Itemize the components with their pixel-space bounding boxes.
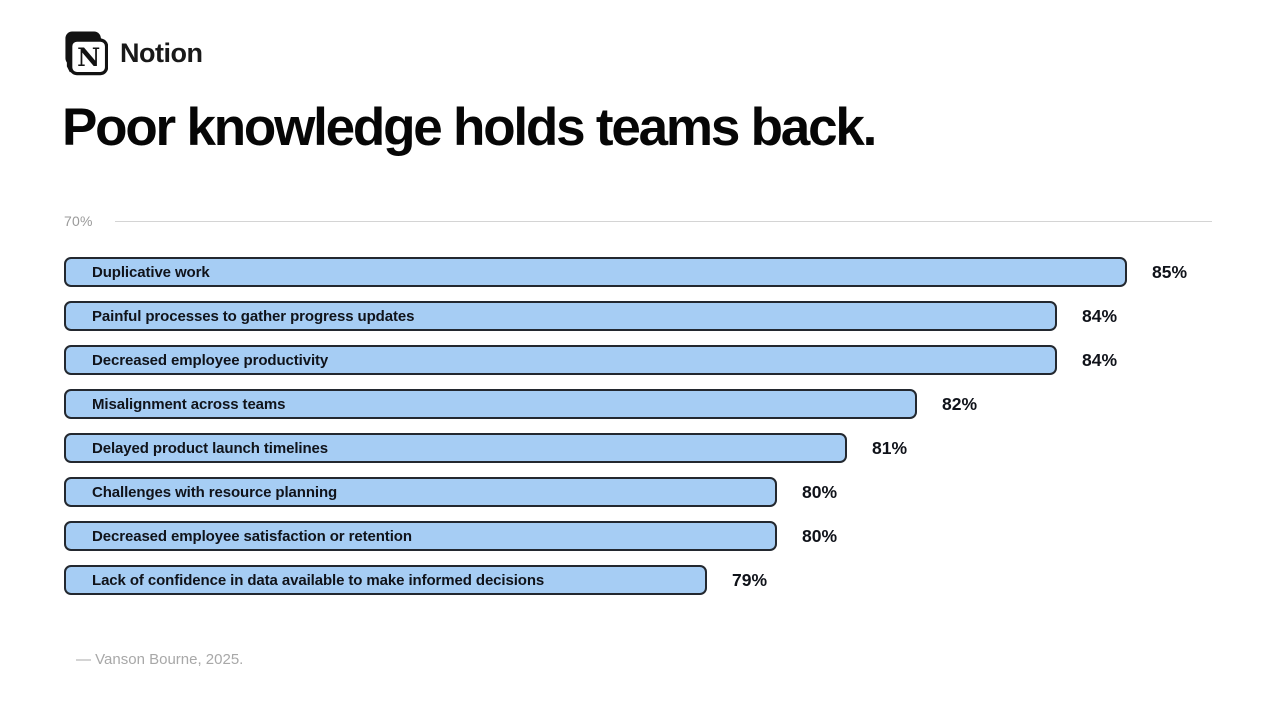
bar-row: Delayed product launch timelines 81% [64,433,1212,463]
bar-value: 80% [802,481,838,502]
bar-label: Decreased employee productivity [92,351,329,369]
brand-wordmark: Notion [120,37,203,68]
bar-label: Delayed product launch timelines [92,439,329,457]
axis-line [114,221,1212,222]
bar: Painful processes to gather progress upd… [64,301,1057,331]
bar-label: Challenges with resource planning [92,483,338,501]
bar-value: 81% [872,437,908,458]
bar: Challenges with resource planning [64,477,777,507]
bar: Duplicative work [64,257,1127,287]
bar-row: Decreased employee satisfaction or reten… [64,521,1212,551]
bar-value: 80% [802,525,838,546]
bar-label: Lack of confidence in data available to … [92,571,545,589]
bar-row: Challenges with resource planning 80% [64,477,1212,507]
bar: Decreased employee satisfaction or reten… [64,521,777,551]
axis-row: 70% [64,212,1212,229]
bar-value: 84% [1082,305,1118,326]
bar-chart: 70% Duplicative work 85% Painful processes… [64,212,1212,609]
bar-label: Painful processes to gather progress upd… [92,307,415,325]
bar-row: Duplicative work 85% [64,257,1212,287]
bars-container: Duplicative work 85% Painful processes to … [64,257,1212,595]
bar: Misalignment across teams [64,389,917,419]
bar-value: 79% [732,569,768,590]
bar-label: Decreased employee satisfaction or reten… [92,527,412,545]
bar: Lack of confidence in data available to … [64,565,707,595]
bar-row: Decreased employee productivity 84% [64,345,1212,375]
bar-row: Painful processes to gather progress upd… [64,301,1212,331]
notion-logo-icon: N [64,30,108,76]
bar-value: 82% [942,393,978,414]
page-title: Poor knowledge holds teams back. [62,98,877,157]
svg-text:N: N [77,42,100,72]
brand-header: N Notion [64,30,203,76]
bar: Decreased employee productivity [64,345,1057,375]
bar-label: Misalignment across teams [92,395,286,413]
bar-row: Lack of confidence in data available to … [64,565,1212,595]
bar-row: Misalignment across teams 82% [64,389,1212,419]
bar: Delayed product launch timelines [64,433,847,463]
source-citation: — Vanson Bourne, 2025. [76,651,244,668]
bar-value: 84% [1082,349,1118,370]
bar-label: Duplicative work [92,263,210,281]
axis-start-label: 70% [64,212,93,229]
bar-value: 85% [1152,261,1188,282]
